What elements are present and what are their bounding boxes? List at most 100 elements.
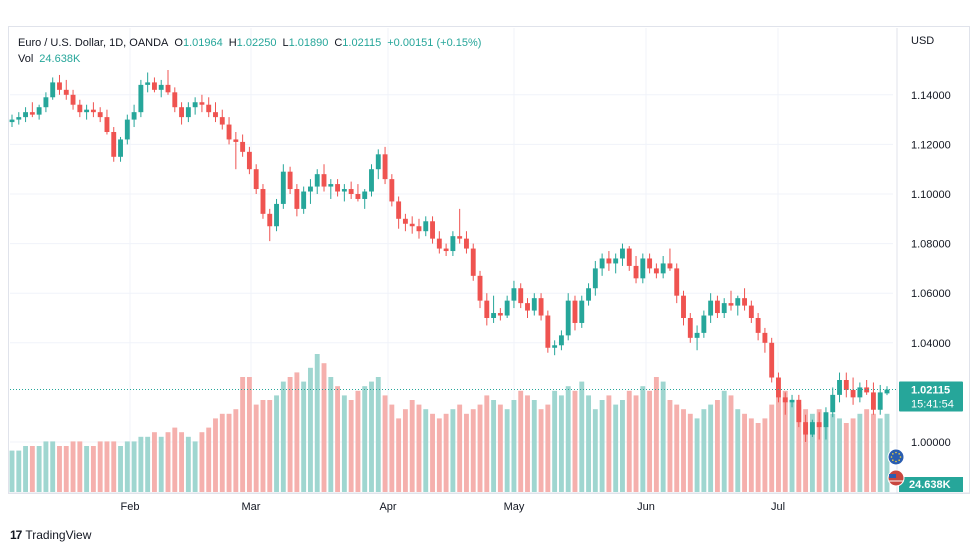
candle-body bbox=[213, 112, 218, 118]
candle-body bbox=[124, 119, 130, 140]
candle-body bbox=[436, 238, 442, 249]
volume-bar bbox=[16, 450, 22, 492]
candle-body bbox=[416, 226, 422, 232]
candle-body bbox=[335, 184, 341, 192]
volume-bar bbox=[179, 432, 185, 492]
time-tick-label: Mar bbox=[242, 501, 261, 513]
price-badge-value: 1.02115 bbox=[911, 385, 950, 397]
volume-bar bbox=[308, 367, 313, 492]
close-value: 1.02115 bbox=[342, 37, 382, 49]
eu-flag-star bbox=[892, 453, 894, 455]
candle-body bbox=[402, 218, 408, 224]
candle-body bbox=[287, 171, 293, 190]
volume-bar bbox=[185, 436, 191, 492]
candle-body bbox=[850, 389, 856, 398]
volume-bar bbox=[803, 409, 809, 492]
volume-bar bbox=[558, 395, 564, 492]
price-tick-label: 1.10000 bbox=[911, 189, 951, 201]
volume-bar bbox=[138, 436, 144, 492]
candle-body bbox=[884, 389, 890, 394]
volume-bar bbox=[606, 395, 612, 492]
volume-bar bbox=[450, 409, 456, 492]
candle-body bbox=[762, 332, 768, 343]
volume-label[interactable]: Vol bbox=[18, 53, 34, 65]
candle-body bbox=[57, 82, 62, 90]
volume-bar bbox=[355, 390, 361, 492]
candle-body bbox=[409, 223, 415, 227]
volume-bar bbox=[396, 418, 402, 492]
volume-bar bbox=[674, 404, 680, 492]
us-flag-canton bbox=[889, 474, 896, 478]
candle-body bbox=[308, 186, 313, 192]
open-value: 1.01964 bbox=[182, 37, 223, 49]
volume-bar bbox=[491, 400, 497, 492]
volume-bar bbox=[497, 404, 503, 492]
candle-body bbox=[443, 248, 449, 252]
volume-bar bbox=[470, 409, 476, 492]
candle-body bbox=[9, 119, 15, 123]
volume-bar bbox=[721, 390, 727, 492]
candle-body bbox=[328, 184, 334, 187]
volume-bar bbox=[436, 418, 442, 492]
volume-bar bbox=[613, 404, 619, 492]
candle-body bbox=[70, 94, 76, 105]
candle-body bbox=[870, 392, 876, 410]
volume-bar bbox=[97, 441, 103, 492]
candle-body bbox=[23, 112, 28, 118]
candle-body bbox=[97, 112, 103, 118]
candle-body bbox=[369, 169, 374, 192]
volume-bar bbox=[599, 400, 605, 492]
eu-flag-star bbox=[895, 460, 897, 463]
volume-bar bbox=[409, 400, 415, 492]
tradingview-logo[interactable]: 17 TradingView bbox=[10, 528, 91, 542]
volume-bar bbox=[660, 381, 666, 492]
volume-bar bbox=[192, 441, 198, 492]
volume-bar bbox=[124, 441, 130, 492]
candle-body bbox=[464, 238, 469, 249]
low-value: 1.01890 bbox=[288, 37, 329, 49]
candle-body bbox=[172, 92, 178, 108]
low-label: L bbox=[282, 37, 289, 49]
volume-bar bbox=[477, 404, 483, 492]
volume-bar bbox=[430, 413, 435, 492]
candle-body bbox=[504, 300, 510, 316]
volume-row: Vol 24.638K bbox=[18, 51, 481, 67]
eu-flag-icon bbox=[887, 448, 905, 466]
symbol-title[interactable]: Euro / U.S. Dollar, 1D, OANDA bbox=[18, 37, 169, 49]
candle-body bbox=[457, 236, 463, 239]
candle-body bbox=[687, 318, 693, 338]
candle-body bbox=[497, 313, 503, 316]
volume-bar bbox=[382, 395, 388, 492]
volume-bar bbox=[206, 427, 212, 492]
currency-label: USD bbox=[911, 35, 934, 47]
chart-legend: Euro / U.S. Dollar, 1D, OANDA O 1.01964 H… bbox=[18, 35, 481, 67]
candle-body bbox=[796, 399, 802, 423]
volume-bar bbox=[70, 441, 76, 492]
candle-body bbox=[260, 189, 266, 214]
price-tick-label: 1.08000 bbox=[911, 239, 951, 251]
price-tick-label: 1.12000 bbox=[911, 139, 951, 151]
candle-body bbox=[626, 248, 632, 266]
volume-bar bbox=[864, 409, 870, 492]
candle-body bbox=[647, 258, 653, 269]
candle-body bbox=[165, 84, 171, 93]
candle-body bbox=[511, 288, 517, 301]
volume-bar bbox=[776, 395, 781, 492]
candle-body bbox=[606, 258, 612, 264]
candle-body bbox=[477, 275, 483, 301]
volume-bar bbox=[552, 390, 558, 492]
candle-body bbox=[423, 221, 429, 232]
volume-bar bbox=[341, 395, 347, 492]
price-tick-label: 1.04000 bbox=[911, 338, 951, 350]
candle-body bbox=[294, 189, 300, 209]
candle-body bbox=[721, 303, 727, 314]
volume-bar bbox=[626, 390, 632, 492]
eu-flag-star bbox=[898, 459, 900, 461]
volume-badge bbox=[899, 477, 963, 492]
volume-bar bbox=[131, 441, 137, 492]
candle-body bbox=[816, 422, 822, 428]
countdown-timer: 15:41:54 bbox=[911, 399, 954, 411]
volume-bar bbox=[111, 441, 117, 492]
volume-badge-value: 24.638K bbox=[909, 479, 951, 491]
